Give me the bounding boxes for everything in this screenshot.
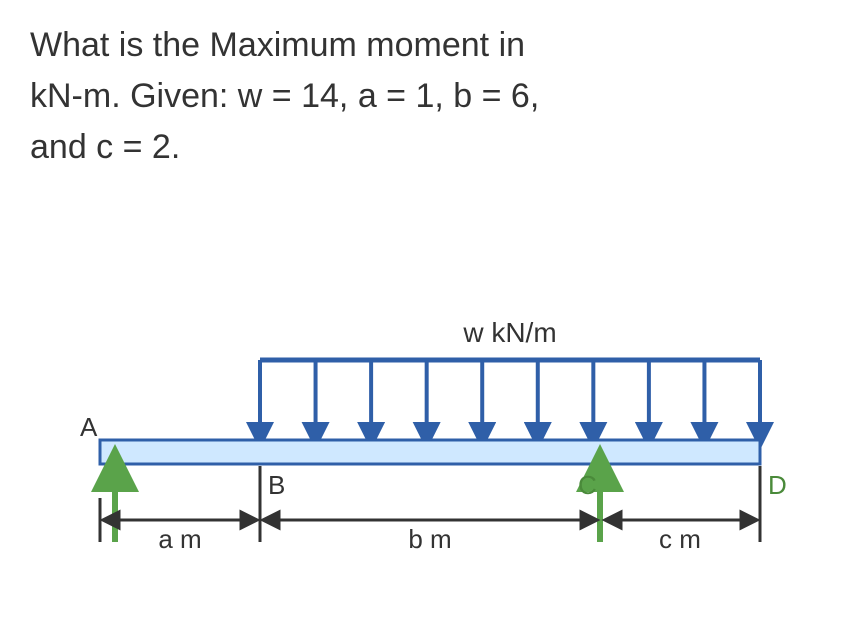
dim-label-b: b m: [408, 524, 451, 554]
dim-label-a: a m: [158, 524, 201, 554]
point-A-label: A: [80, 412, 98, 442]
beam-svg: w kN/m A B C D a m b m: [60, 310, 800, 590]
load-label: w kN/m: [462, 317, 556, 348]
beam-diagram: w kN/m A B C D a m b m: [60, 310, 800, 590]
load-arrows-group: [260, 360, 760, 436]
point-B-label: B: [268, 470, 285, 500]
point-D-label: D: [768, 470, 787, 500]
question-line2: kN-m. Given: w = 14, a = 1, b = 6,: [30, 77, 539, 115]
point-C-label: C: [578, 470, 597, 500]
page: What is the Maximum moment in kN-m. Give…: [0, 0, 846, 633]
question-text: What is the Maximum moment in kN-m. Give…: [30, 20, 816, 173]
question-line3: and c = 2.: [30, 128, 180, 166]
question-line1: What is the Maximum moment in: [30, 26, 525, 64]
beam-rect: [100, 440, 760, 464]
dim-label-c: c m: [659, 524, 701, 554]
